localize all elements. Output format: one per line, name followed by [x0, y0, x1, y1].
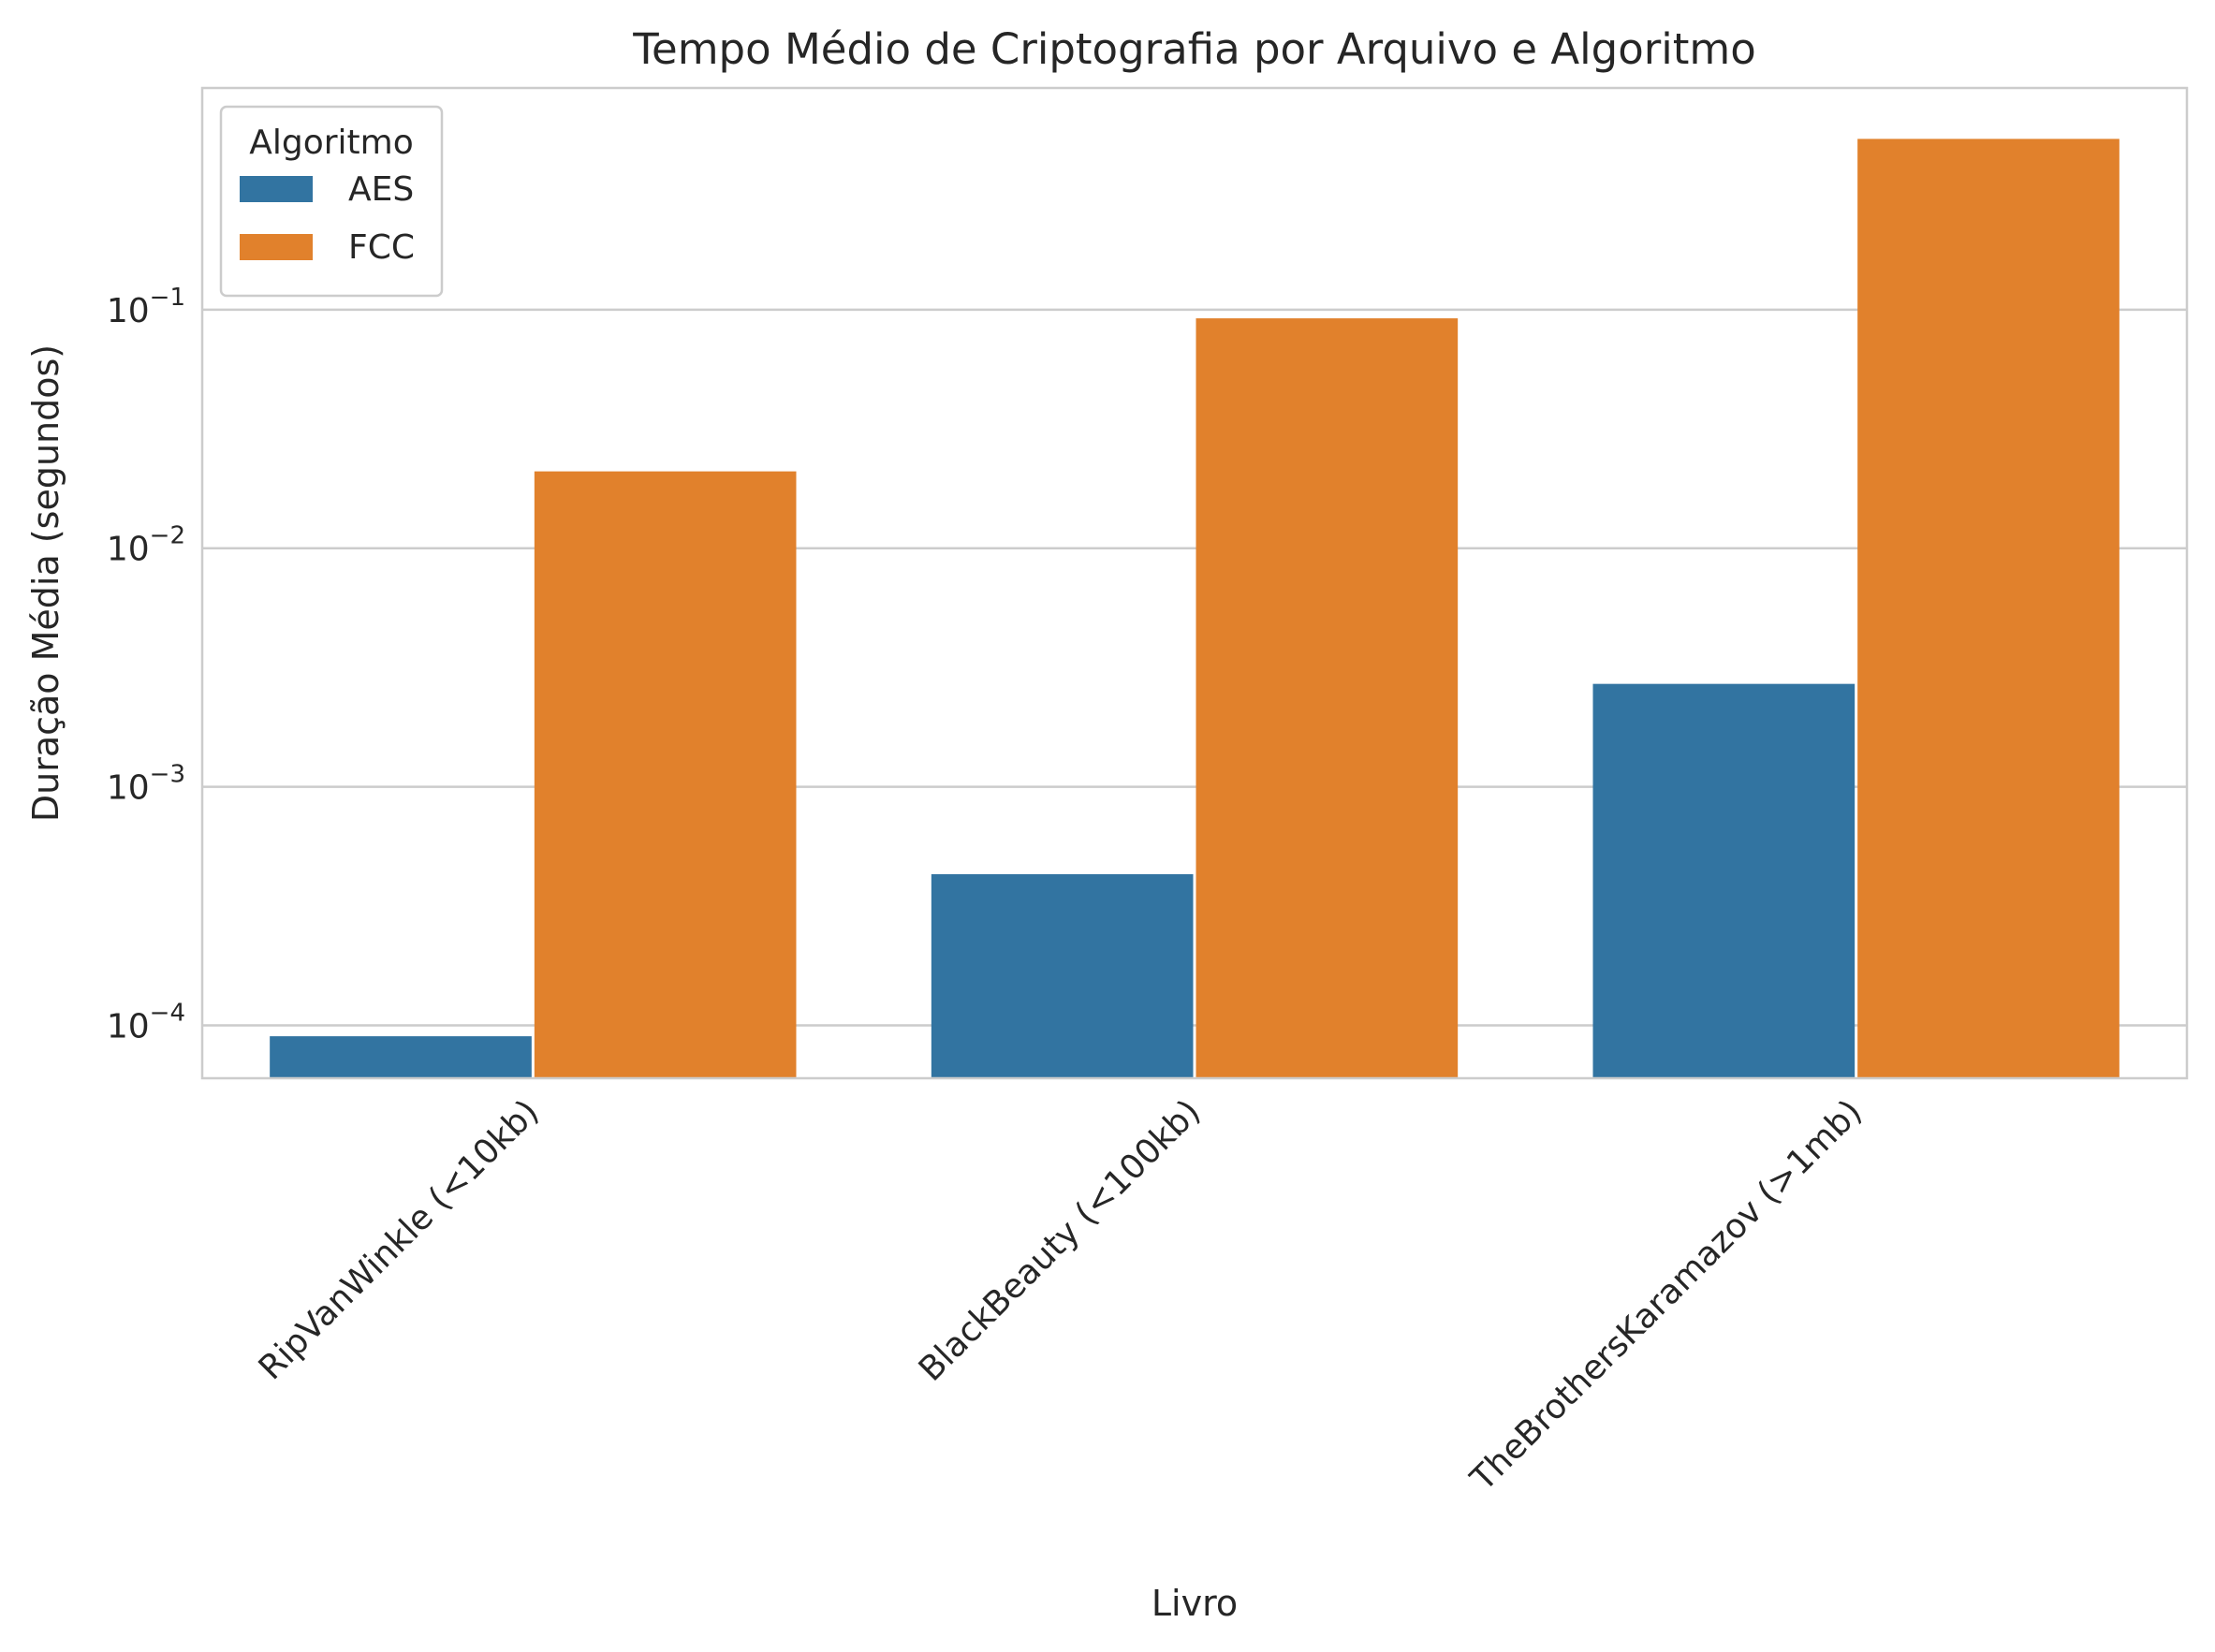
bar-fcc-0 — [534, 471, 797, 1078]
y-tick-base: 10 — [107, 531, 150, 569]
bar-fcc-1 — [1196, 318, 1459, 1079]
legend-label-fcc: FCC — [348, 228, 415, 267]
y-axis-label: Duração Média (segundos) — [25, 344, 66, 822]
legend-swatch-fcc — [240, 234, 313, 260]
legend-swatch-aes — [240, 176, 313, 202]
legend-label-aes: AES — [348, 170, 414, 209]
legend-title: Algoritmo — [249, 124, 414, 162]
y-tick-base: 10 — [107, 769, 150, 808]
x-tick-label: BlackBeauty (<100kb) — [912, 1092, 1209, 1389]
bars — [270, 139, 2120, 1079]
y-tick-label: 10−3 — [107, 761, 185, 808]
bar-aes-1 — [931, 874, 1194, 1078]
x-axis-ticks: RipVanWinkle (<10kb) BlackBeauty (<100kb)… — [252, 1092, 1870, 1498]
y-tick-base: 10 — [107, 1007, 150, 1045]
bar-aes-2 — [1592, 683, 1856, 1078]
y-tick-label: 10−1 — [107, 284, 185, 330]
x-tick-label: TheBrothersKaramazov (>1mb) — [1463, 1092, 1870, 1498]
plot-area-frame — [200, 86, 2189, 1080]
chart-title: Tempo Médio de Criptografia por Arquivo … — [632, 24, 1756, 74]
y-axis-ticks: 10−410−310−210−1 — [107, 284, 185, 1046]
y-tick-exponent: −2 — [150, 522, 185, 550]
y-tick-label: 10−2 — [107, 522, 185, 569]
x-axis-label: Livro — [1152, 1583, 1238, 1624]
y-tick-exponent: −3 — [150, 761, 185, 789]
bar-aes-0 — [270, 1036, 532, 1078]
gridlines — [202, 308, 2187, 1027]
legend: Algoritmo AES FCC — [219, 105, 444, 298]
y-tick-exponent: −4 — [150, 999, 185, 1027]
y-tick-label: 10−4 — [107, 999, 185, 1045]
bar-fcc-2 — [1857, 139, 2120, 1079]
x-tick-label: RipVanWinkle (<10kb) — [252, 1092, 547, 1387]
y-tick-base: 10 — [107, 292, 150, 330]
y-tick-exponent: −1 — [150, 284, 185, 312]
